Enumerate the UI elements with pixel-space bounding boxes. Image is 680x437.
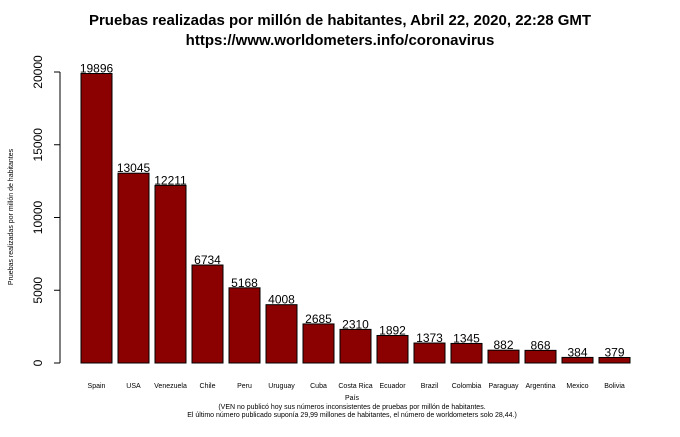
bar-value-label: 379 xyxy=(604,345,624,359)
bar xyxy=(450,342,483,364)
bar xyxy=(598,356,631,364)
category-label: Ecuador xyxy=(379,383,406,390)
category-label: Peru xyxy=(237,383,252,390)
category-label: Chile xyxy=(200,383,216,390)
chart-title: Pruebas realizadas por millón de habitan… xyxy=(89,12,591,29)
y-tick-label: 10000 xyxy=(31,200,45,234)
bar xyxy=(265,304,298,364)
bar xyxy=(80,73,113,364)
category-label: Argentina xyxy=(526,383,556,390)
bar xyxy=(117,172,150,364)
category-label: USA xyxy=(126,383,141,390)
y-tick-label: 20000 xyxy=(31,55,45,89)
bar-value-label: 882 xyxy=(493,338,513,352)
bar-value-label: 4008 xyxy=(268,293,295,307)
bar-value-label: 1892 xyxy=(379,323,406,337)
bar-value-label: 384 xyxy=(567,345,587,359)
bar-value-label: 1345 xyxy=(453,331,480,345)
x-axis-title: País xyxy=(345,395,360,402)
bar-value-label: 2310 xyxy=(342,317,369,331)
bar xyxy=(228,287,261,364)
footnote-line-1: (VEN no publicó hoy sus números inconsis… xyxy=(218,404,485,411)
y-tick-label: 15000 xyxy=(31,128,45,162)
bar xyxy=(487,349,520,364)
y-axis-title: Pruebas realizadas por millón de habitan… xyxy=(8,148,15,285)
category-label: Uruguay xyxy=(268,383,295,390)
bars-group: 19896 Spain 13045 USA 12211 Venezuela 6734 Chil… xyxy=(80,62,631,390)
category-label: Paraguay xyxy=(489,383,519,390)
bar xyxy=(154,184,187,364)
bar-value-label: 868 xyxy=(530,338,550,352)
bar-value-label: 19896 xyxy=(80,62,114,76)
category-label: Venezuela xyxy=(154,383,187,390)
category-label: Bolivia xyxy=(604,383,625,390)
bar-value-label: 6734 xyxy=(194,253,221,267)
category-label: Costa Rica xyxy=(338,383,372,390)
y-tick-label: 5000 xyxy=(31,277,45,304)
bar xyxy=(302,323,335,364)
category-label: Colombia xyxy=(452,383,482,390)
bar-value-label: 13045 xyxy=(117,161,151,175)
bar xyxy=(376,334,409,364)
bar-value-label: 2685 xyxy=(305,312,332,326)
bar xyxy=(561,356,594,364)
category-label: Brazil xyxy=(421,383,439,390)
footnote-line-2: El último número publicado suponía 29,99… xyxy=(187,412,517,419)
bar xyxy=(339,328,372,364)
y-axis: 0 5000 10000 15000 20000 xyxy=(31,55,61,366)
category-label: Mexico xyxy=(566,383,588,390)
bar xyxy=(413,342,446,364)
chart-subtitle: https://www.worldometers.info/coronaviru… xyxy=(186,32,495,49)
bar-value-label: 12211 xyxy=(154,173,187,187)
bar-value-label: 1373 xyxy=(416,331,443,345)
bar xyxy=(524,349,557,364)
category-label: Cuba xyxy=(310,383,327,390)
category-label: Spain xyxy=(88,383,106,390)
y-tick-label: 0 xyxy=(31,359,45,366)
bar xyxy=(191,264,224,364)
bar-value-label: 5168 xyxy=(231,276,258,290)
